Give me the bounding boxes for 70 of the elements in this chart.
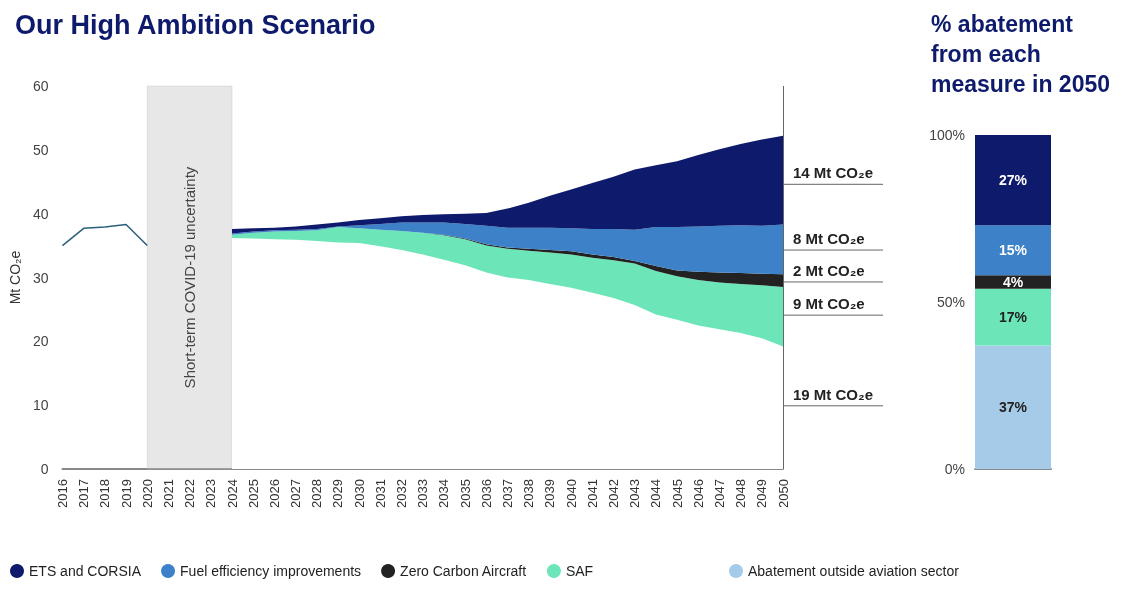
x-tick-label: 2029 [330,479,346,508]
x-tick-label: 2019 [118,479,134,508]
x-tick-label: 2032 [394,479,410,508]
x-tick-label: 2035 [457,479,473,508]
x-tick-label: 2046 [690,479,706,508]
legend-label: Zero Carbon Aircraft [400,563,527,579]
data-label: 27% [998,172,1028,189]
x-tick-label: 2016 [54,479,70,508]
annotation: 2 Mt CO₂e [793,261,865,279]
y-tick-label: 0 [40,461,49,477]
data-label: 4% [1002,273,1024,290]
x-tick-label: 2050 [775,479,791,508]
y-tick-label: 30 [32,269,49,286]
y-tick-label: 0% [944,461,965,477]
x-tick-label: 2031 [372,479,388,508]
x-tick-label: 2025 [245,479,261,508]
line-series [61,223,148,247]
y-tick-label: 100% [929,127,965,143]
data-label: 17% [998,309,1028,326]
x-tick-label: 2041 [584,479,600,508]
y-tick-label: 50% [936,294,965,310]
x-tick-label: 2048 [733,479,749,508]
legend-label: Abatement outside aviation sector [748,563,960,579]
x-tick-label: 2045 [669,479,685,508]
x-tick-label: 2038 [521,479,537,508]
data-label: 37% [998,399,1028,416]
chart-title: % abatement from each measure in 2050 [931,11,1111,97]
annotation: 19 Mt CO₂e [793,385,874,403]
bar [975,225,1051,276]
y-tick-label: 60 [32,78,49,94]
x-tick-label: 2034 [436,479,452,508]
x-tick-label: 2047 [711,479,727,508]
data-label: 15% [998,242,1028,259]
y-tick-label: 50 [32,141,49,158]
x-tick-label: 2023 [203,479,219,508]
y-tick-label: 10 [32,397,49,414]
bar [975,135,1051,226]
y-tick-label: 20 [32,333,49,350]
x-tick-label: 2049 [754,479,770,508]
x-tick-label: 2022 [182,479,198,508]
annotation: 9 Mt CO₂e [793,295,865,313]
x-tick-label: 2040 [563,479,579,508]
chart-title: Our High Ambition Scenario [15,9,376,40]
x-tick-label: 2027 [288,479,304,508]
x-tick-label: 2026 [266,479,282,508]
legend-label: SAF [565,563,594,579]
x-tick-label: 2030 [351,479,367,508]
legend-label: Fuel efficiency improvements [180,563,362,579]
x-tick-label: 2024 [224,479,240,508]
x-tick-label: 2021 [160,479,176,508]
x-tick-label: 2018 [97,479,113,508]
x-tick-label: 2044 [648,479,664,508]
legend-label: ETS and CORSIA [29,563,142,579]
bar [975,345,1051,469]
x-tick-label: 2039 [542,479,558,508]
annotation: 8 Mt CO₂e [793,230,865,248]
x-tick-label: 2036 [478,479,494,508]
bar [975,275,1051,289]
x-tick-label: 2028 [309,479,325,508]
bar [975,288,1051,346]
y-axis-title: Mt CO₂e [7,250,23,305]
y-tick-label: 40 [32,205,49,222]
annotation: 14 Mt CO₂e [793,164,874,182]
band-label: Short-term COVID-19 uncertainty [181,166,199,389]
x-tick-label: 2020 [139,479,155,508]
x-tick-label: 2043 [627,479,643,508]
x-tick-label: 2037 [500,479,515,508]
x-tick-label: 2042 [605,479,621,508]
x-tick-label: 2033 [415,479,431,508]
x-tick-label: 2017 [76,479,92,508]
